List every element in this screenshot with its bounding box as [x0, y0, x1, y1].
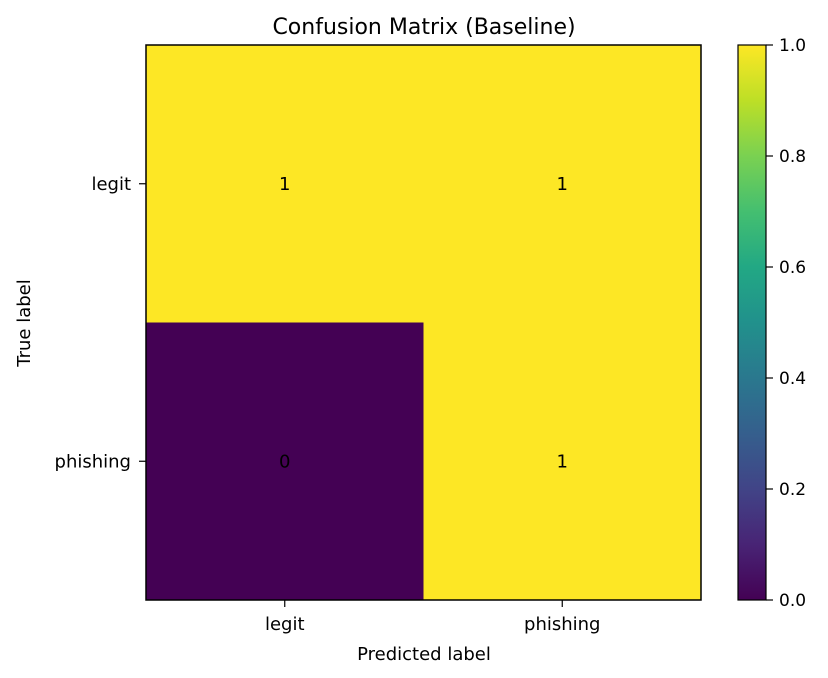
heatmap-cells: 1 1 0 1 [146, 45, 701, 600]
cell-value-label: 0 [279, 451, 290, 472]
colorbar-tick-label: 0.4 [779, 369, 806, 389]
axis-ticks: legit phishing legit phishing [55, 174, 601, 635]
colorbar-tick-label: 0.6 [779, 258, 806, 278]
y-axis-label: True label [14, 279, 35, 368]
x-tick-label: legit [265, 614, 305, 635]
colorbar-tick-label: 0.2 [779, 480, 806, 500]
x-tick-label: phishing [524, 614, 600, 635]
colorbar-ticks: 0.0 0.2 0.4 0.6 0.8 1.0 [766, 36, 806, 611]
colorbar-tick-label: 0.8 [779, 147, 806, 167]
y-tick-label: phishing [55, 451, 131, 472]
x-axis-label: Predicted label [357, 644, 491, 665]
plot-frame [145, 44, 702, 601]
y-tick-label: legit [91, 174, 131, 195]
colorbar-tick-label: 1.0 [779, 36, 806, 56]
cell-value-label: 1 [557, 451, 568, 472]
colorbar-tick-label: 0.0 [779, 591, 806, 611]
heatmap-cell [423, 322, 701, 600]
heatmap-cell [423, 45, 701, 323]
cell-value-label: 1 [279, 174, 290, 195]
chart-title: Confusion Matrix (Baseline) [272, 15, 575, 40]
heatmap-cell [146, 45, 424, 323]
heatmap-cell [146, 322, 424, 600]
cell-value-label: 1 [557, 174, 568, 195]
colorbar [737, 44, 767, 601]
